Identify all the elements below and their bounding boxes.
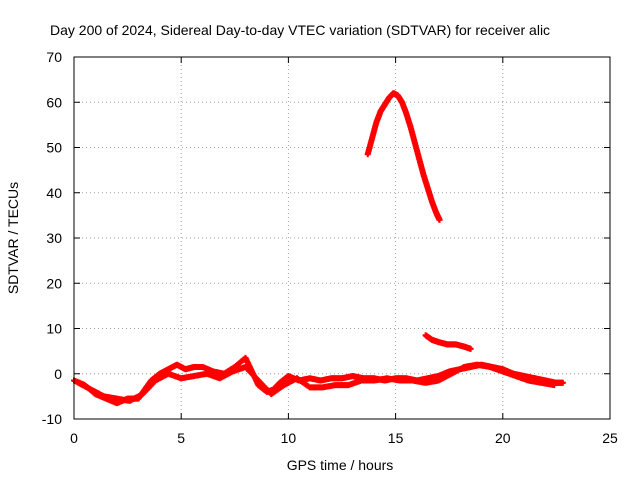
axis-ticks: 0 5 10 15 20 25 -10 0 10 20 30 40 50 60 70: [42, 49, 618, 446]
series-afternoon-arc: [422, 332, 474, 352]
x-tick-label: 10: [281, 430, 297, 446]
series-lower-band: [75, 361, 558, 404]
x-tick-label: 15: [388, 430, 404, 446]
y-tick-label: 40: [46, 185, 62, 201]
chart-title: Day 200 of 2024, Sidereal Day-to-day VTE…: [50, 22, 550, 38]
series-main: [71, 354, 566, 407]
y-tick-label: 30: [46, 230, 62, 246]
y-tick-label: -10: [42, 411, 62, 427]
data-points: [71, 90, 566, 407]
series-peak: [364, 90, 443, 223]
data-point: [551, 382, 558, 389]
data-point: [559, 379, 566, 386]
x-tick-label: 0: [70, 430, 78, 446]
x-tick-label: 25: [602, 430, 618, 446]
y-tick-label: 70: [46, 49, 62, 65]
y-tick-label: 50: [46, 140, 62, 156]
data-point: [436, 216, 443, 223]
y-tick-label: 60: [46, 94, 62, 110]
y-tick-label: 10: [46, 321, 62, 337]
x-axis-title: GPS time / hours: [287, 457, 394, 473]
y-axis-title: SDTVAR / TECUs: [5, 182, 21, 294]
y-tick-label: 0: [54, 366, 62, 382]
grid: [74, 57, 610, 419]
data-point: [467, 345, 474, 352]
y-tick-label: 20: [46, 275, 62, 291]
x-tick-label: 20: [495, 430, 511, 446]
x-tick-label: 5: [177, 430, 185, 446]
